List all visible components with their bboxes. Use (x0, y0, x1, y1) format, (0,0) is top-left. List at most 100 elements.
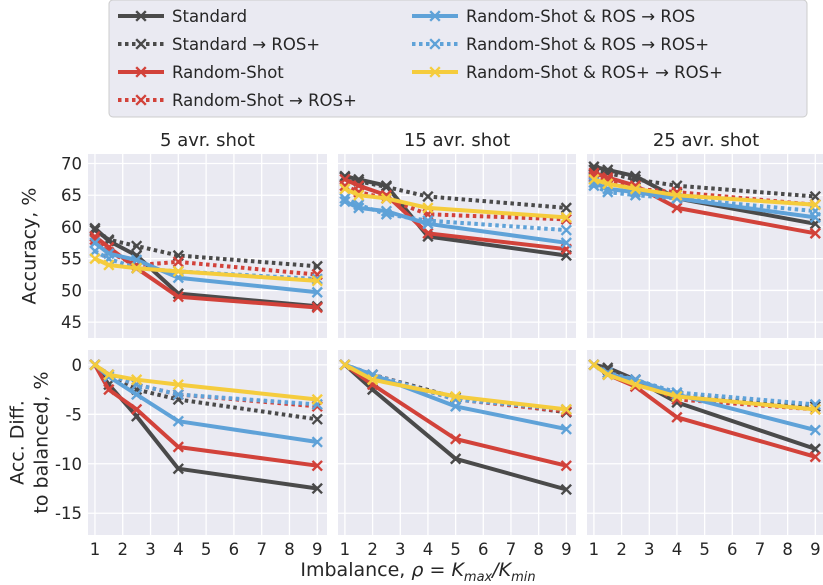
panel-title: 25 avr. shot (653, 130, 759, 151)
point-rsrosp_ros-1-b (366, 374, 379, 386)
point-std-0-b (89, 222, 101, 234)
panel-title: 5 avr. shot (160, 130, 255, 151)
legend-marker-rsros_rosp (429, 38, 441, 50)
point-rsrosp_ros-0 (89, 359, 101, 371)
point-std_ros-4-b (560, 202, 572, 214)
point-rsros_rosp-0-b (339, 192, 351, 205)
legend-label-rs: Random-Shot (172, 63, 284, 82)
x-axis-label-part: / (490, 559, 501, 581)
x-tick-label: 1 (340, 540, 351, 559)
point-std_ros-2 (380, 181, 393, 193)
legend-marker-rs-b (135, 66, 147, 78)
point-rsrosp_ros-4 (809, 403, 821, 416)
point-rsrosp_ros-2-b (629, 183, 642, 195)
legend-entry-std: Standard (118, 7, 247, 26)
point-std_ros-4 (311, 413, 323, 425)
x-axis-label-part: = (423, 559, 451, 581)
point-rs-3 (671, 411, 683, 423)
y-tick-label: -15 (55, 504, 82, 523)
legend-label-std: Standard (172, 7, 247, 26)
x-tick-label: 9 (312, 540, 323, 559)
legend-marker-std (135, 10, 147, 22)
panel-2: 25 avr. shot (587, 130, 823, 338)
point-rsros_rosp-3-b (172, 388, 184, 401)
x-tick-label: 5 (450, 540, 461, 559)
point-std-2 (629, 170, 642, 182)
point-rs-4-b (809, 227, 821, 239)
legend-marker-std-b (135, 10, 147, 22)
point-rs-3 (560, 460, 572, 472)
point-rsros_ros-0-b (89, 237, 101, 249)
point-rsrosp_ros-1 (366, 374, 379, 386)
point-rsros_ros-4 (560, 237, 572, 249)
legend-entry-rs_ros: Random-Shot → ROS+ (118, 91, 357, 110)
point-rsrosp_ros-3-b (172, 378, 184, 391)
x-tick-label: 9 (561, 540, 572, 559)
point-rsrosp_ros-4-b (560, 211, 572, 224)
legend-marker-std_ros (135, 38, 147, 50)
x-tick-label: 4 (672, 540, 683, 559)
point-std-2-b (449, 453, 462, 465)
point-rsrosp_ros-0-b (339, 359, 351, 371)
point-rsrosp_ros-3 (172, 378, 184, 391)
point-rsrosp_ros-1-b (103, 369, 115, 381)
point-rsros_ros-3-b (422, 218, 434, 230)
point-std_ros-2 (130, 240, 143, 252)
point-std-3-b (560, 483, 572, 496)
y-axis-label-row-1-line-1: to balanced, % (31, 371, 53, 513)
x-axis-label-part: min (511, 570, 536, 585)
point-rs-3 (671, 202, 683, 214)
y-axis-labels: Accuracy, % Acc. Diff. to balanced, % (7, 188, 53, 514)
point-std_ros-2-b (130, 240, 143, 252)
legend-marker-rs (135, 66, 147, 78)
point-rs-3 (172, 291, 184, 303)
point-rsrosp_ros-3 (422, 202, 434, 214)
point-rsros_ros-4 (311, 436, 323, 448)
legend-marker-rsrosp_ros-b (429, 66, 441, 78)
y-axis-label-row-1-line-0: Acc. Diff. (7, 400, 29, 485)
point-rsrosp_ros-2 (380, 192, 393, 205)
point-std_ros-3-b (422, 190, 434, 203)
x-tick-label: 7 (256, 540, 267, 559)
series-line-std (343, 363, 567, 492)
legend-label-rsrosp_ros: Random-Shot & ROS+ → ROS+ (466, 63, 723, 82)
plot-area (88, 154, 327, 338)
point-rsrosp_ros-0-b (339, 183, 351, 195)
point-rsros_ros-2-b (130, 254, 143, 266)
point-rs-3-b (172, 291, 184, 303)
point-rsrosp_ros-2-b (629, 378, 642, 391)
legend-marker-rsros_ros-b (429, 10, 441, 22)
point-rs-1 (103, 383, 115, 396)
point-rsros_ros-4-b (809, 424, 821, 436)
point-rsrosp_ros-3-b (560, 403, 572, 416)
legend-entry-rsros_ros: Random-Shot & ROS → ROS (412, 7, 695, 26)
point-rsrosp_ros-2 (629, 378, 642, 391)
point-rsrosp_ros-1 (353, 189, 365, 201)
point-rs-2 (130, 403, 143, 416)
y-tick-label: -5 (66, 405, 82, 424)
point-std_ros-0-b (339, 171, 351, 184)
point-rs-4-b (809, 451, 821, 463)
point-std_ros-4 (560, 202, 572, 214)
point-rs-3 (422, 227, 434, 239)
point-rs-2 (449, 433, 462, 445)
point-rsrosp_ros-3 (671, 390, 683, 403)
point-std-2 (449, 453, 462, 465)
y-tick-label: 0 (72, 356, 83, 375)
legend-marker-std_ros-b (135, 38, 147, 50)
x-tick-label: 8 (782, 540, 793, 559)
point-rsros_rosp-2-b (380, 208, 393, 220)
x-tick-label: 6 (229, 540, 240, 559)
point-rsros_ros-4 (311, 286, 323, 298)
point-rs_ros-3-b (560, 405, 572, 417)
point-rsrosp_ros-3 (172, 265, 184, 278)
point-rsros_ros-3-b (172, 415, 184, 427)
point-rsrosp_ros-4-b (311, 275, 323, 287)
y-tick-label: 55 (61, 250, 82, 269)
point-rs-3-b (560, 460, 572, 472)
panel-title: 15 avr. shot (404, 130, 510, 151)
panel-1: 15 avr. shot (338, 130, 576, 338)
